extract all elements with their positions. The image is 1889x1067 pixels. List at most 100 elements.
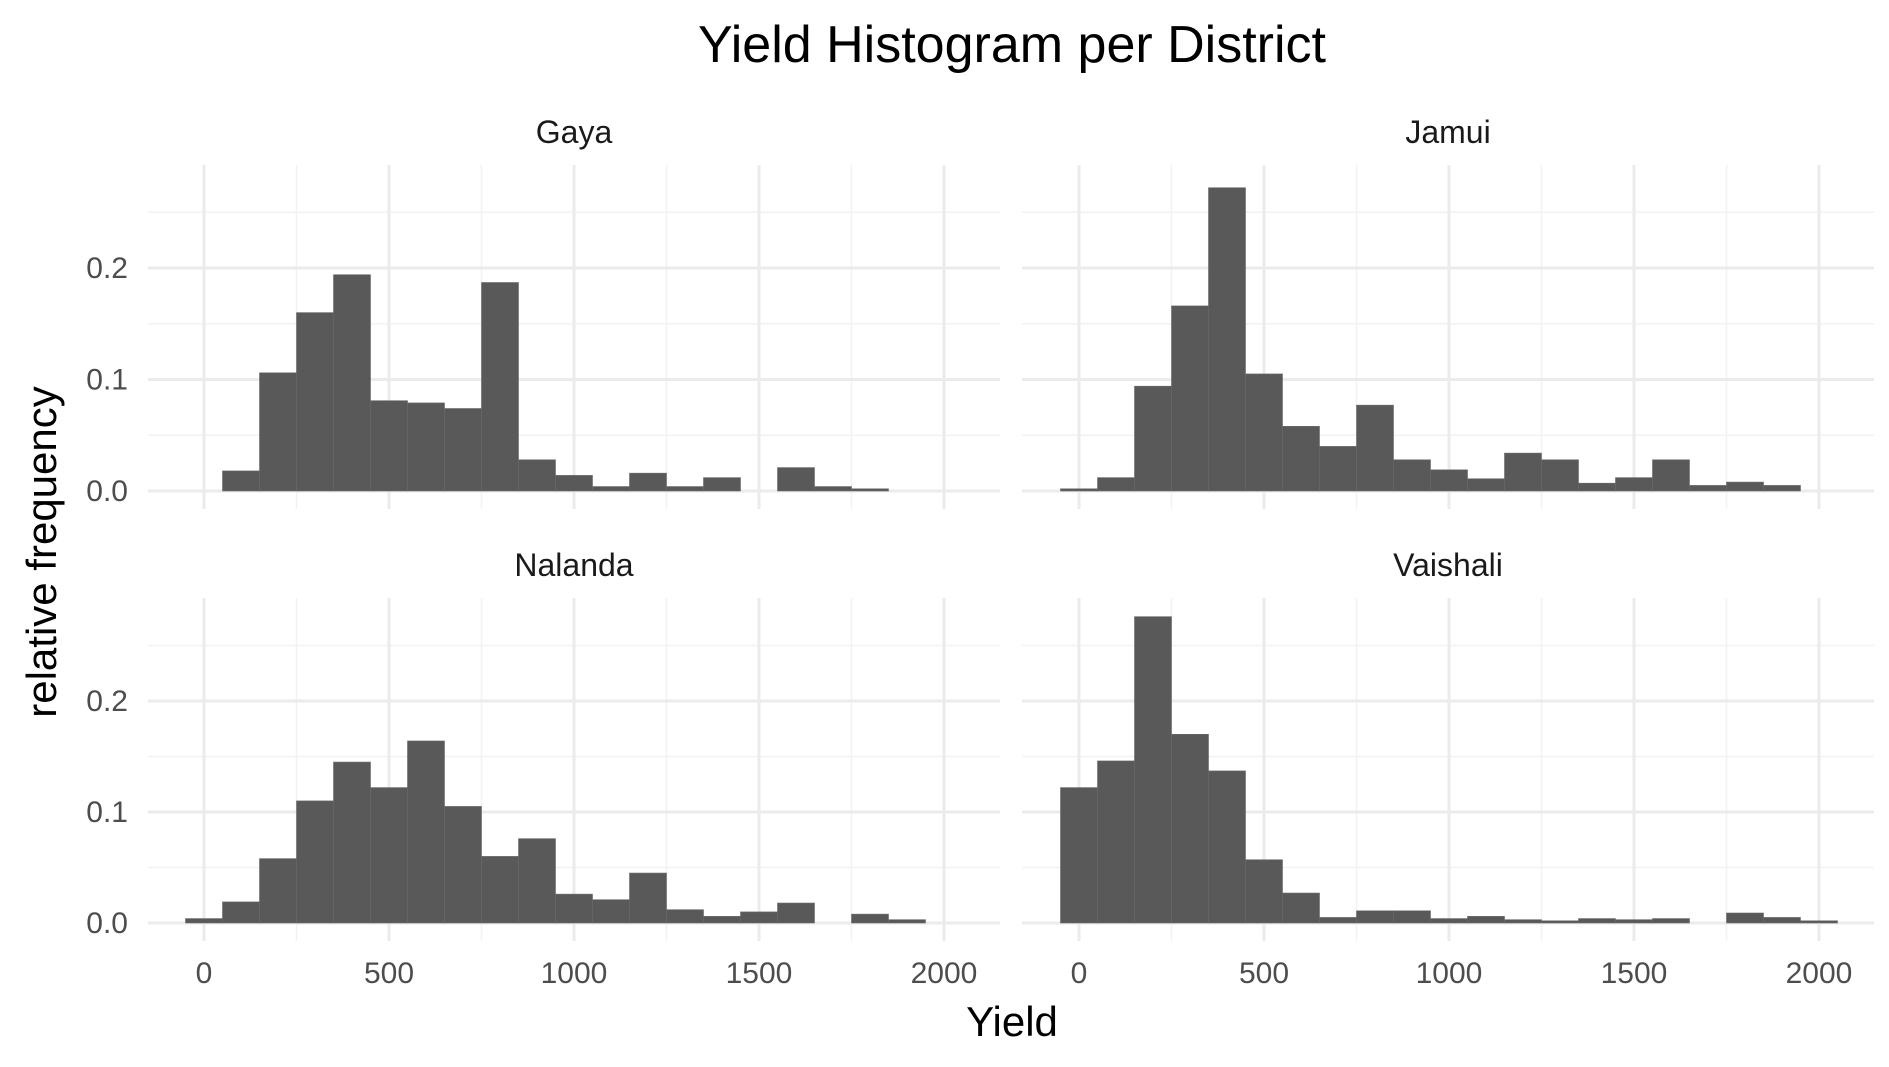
y-tick-label: 0.0 — [86, 475, 128, 508]
histogram-bar — [1615, 477, 1653, 492]
histogram-bar — [1467, 478, 1505, 492]
histogram-bar — [1726, 912, 1764, 924]
histogram-bar — [1171, 733, 1209, 924]
y-tick-label: 0.1 — [86, 796, 128, 829]
histogram-bar — [296, 800, 334, 924]
histogram-bar — [1615, 919, 1653, 924]
x-tick-label: 2000 — [911, 957, 978, 990]
histogram-bar — [1541, 920, 1579, 924]
histogram-bar — [481, 282, 519, 492]
histogram-bar — [1393, 459, 1431, 492]
histogram-bar — [1282, 426, 1320, 492]
histogram-bar — [1134, 616, 1172, 924]
facet-label: Gaya — [536, 114, 613, 150]
chart-title: Yield Histogram per District — [698, 16, 1327, 74]
histogram-bar — [1763, 917, 1801, 924]
x-tick-label: 1500 — [1601, 957, 1668, 990]
y-tick-label: 0.2 — [86, 252, 128, 285]
histogram-bar — [1800, 920, 1838, 924]
facet-label: Jamui — [1405, 114, 1490, 150]
histogram-bar — [1689, 485, 1727, 492]
histogram-bar — [370, 400, 408, 492]
histogram-bar — [1319, 446, 1357, 492]
facet-panel-vaishali: Vaishali 0 500 1000 1500 2000 — [1022, 547, 1874, 990]
histogram-bar — [1208, 770, 1246, 924]
histogram-bar — [777, 902, 815, 924]
histogram-bar — [222, 470, 260, 492]
histogram-bar — [592, 486, 630, 492]
x-axis-title: Yield — [966, 998, 1058, 1045]
histogram-bar — [555, 475, 593, 492]
histogram-bar — [1578, 918, 1616, 924]
x-tick-label: 500 — [1239, 957, 1289, 990]
histogram-bar — [370, 787, 408, 924]
histogram-bar — [703, 916, 741, 924]
histogram-bar — [1467, 916, 1505, 924]
histogram-bar — [481, 856, 519, 924]
histogram-bar — [1356, 404, 1394, 492]
facet-panel-nalanda: Nalanda 0.0 0.1 0.2 0 500 1000 1500 2000 — [86, 547, 1000, 990]
facet-label: Vaishali — [1393, 547, 1503, 583]
histogram-bar — [666, 909, 704, 924]
histogram-bar — [407, 402, 445, 492]
histogram-bar — [814, 486, 852, 492]
histogram-bar — [1726, 481, 1764, 492]
histogram-bar — [222, 901, 260, 924]
histogram-bar — [1208, 187, 1246, 492]
histogram-bar — [1504, 452, 1542, 492]
histogram-bar — [1245, 859, 1283, 924]
histogram-bar — [629, 872, 667, 924]
histogram-bar — [851, 488, 889, 492]
x-tick-label: 0 — [196, 957, 213, 990]
histogram-bar — [1319, 917, 1357, 924]
histogram-bar — [259, 372, 297, 492]
histogram-bar — [1171, 305, 1209, 492]
histogram-bar — [1393, 910, 1431, 924]
histogram-bar — [1504, 919, 1542, 924]
histogram-bar — [1245, 373, 1283, 492]
facet-panel-jamui: Jamui — [1022, 114, 1874, 509]
histogram-bar — [407, 740, 445, 924]
histogram-bar — [1356, 910, 1394, 924]
histogram-bar — [666, 486, 704, 492]
histogram-bar — [703, 477, 741, 492]
histogram-bar — [1652, 918, 1690, 924]
histogram-bar — [1652, 459, 1690, 492]
histogram-bar — [740, 911, 778, 924]
histogram-bar — [518, 838, 556, 924]
x-tick-label: 500 — [364, 957, 414, 990]
histogram-bar — [1282, 892, 1320, 924]
y-tick-label: 0.2 — [86, 685, 128, 718]
histogram-bar — [1541, 459, 1579, 492]
histogram-bar — [185, 918, 223, 924]
histogram-bar — [592, 899, 630, 924]
histogram-bar — [1060, 787, 1098, 924]
x-tick-label: 1500 — [726, 957, 793, 990]
histogram-bar — [777, 467, 815, 492]
histogram-bar — [444, 408, 482, 492]
histogram-bar — [259, 858, 297, 924]
histogram-bar — [1578, 482, 1616, 492]
histogram-bar — [333, 274, 371, 492]
histogram-bar — [1097, 477, 1135, 492]
histogram-bar — [1430, 469, 1468, 492]
x-tick-label: 1000 — [1416, 957, 1483, 990]
histogram-bar — [629, 472, 667, 492]
facet-panels: Gaya 0.0 0.1 0.2 Jamui Nalanda 0.0 0.1 0.2 0 500 10… — [86, 114, 1874, 990]
y-tick-label: 0.0 — [86, 907, 128, 940]
histogram-bar — [1763, 485, 1801, 492]
histogram-bar — [1430, 918, 1468, 924]
facet-panel-gaya: Gaya 0.0 0.1 0.2 — [86, 114, 1000, 509]
histogram-bar — [1060, 488, 1098, 492]
x-tick-label: 1000 — [541, 957, 608, 990]
histogram-bar — [888, 919, 926, 924]
facet-label: Nalanda — [514, 547, 633, 583]
y-tick-label: 0.1 — [86, 364, 128, 397]
histogram-bar — [1134, 385, 1172, 492]
histogram-bar — [333, 761, 371, 924]
histogram-bar — [296, 312, 334, 492]
y-axis-title: relative frequency — [18, 386, 65, 718]
x-tick-label: 2000 — [1786, 957, 1853, 990]
